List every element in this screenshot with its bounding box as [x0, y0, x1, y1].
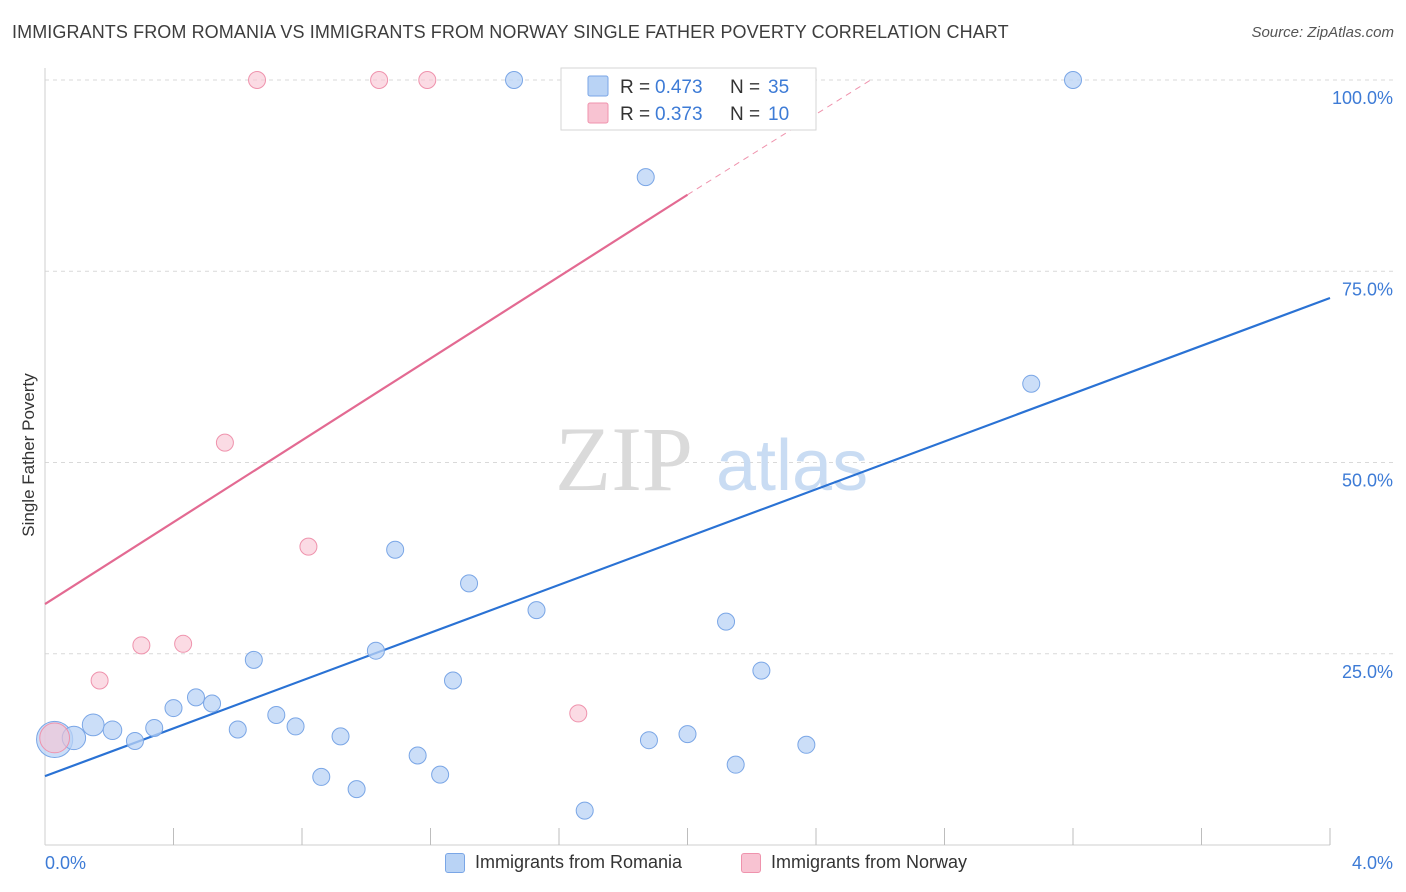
- watermark: ZIP atlas: [555, 408, 868, 510]
- point-romania: [678, 725, 697, 744]
- point-romania: [347, 780, 366, 799]
- y-tick-label: 100.0%: [1332, 88, 1393, 108]
- point-romania: [752, 661, 771, 680]
- y-tick-labels: 25.0% 50.0% 75.0% 100.0%: [1332, 88, 1393, 682]
- point-romania: [125, 731, 144, 750]
- legend-romania-n-value: 35: [768, 77, 789, 98]
- point-romania: [203, 694, 222, 713]
- trendline-romania: [44, 296, 1331, 778]
- point-norway: [569, 704, 588, 723]
- point-norway: [418, 71, 437, 89]
- legend-romania-r-value: 0.473: [655, 77, 703, 98]
- chart-title: IMMIGRANTS FROM ROMANIA VS IMMIGRANTS FR…: [12, 22, 1009, 42]
- bottom-legend-item-romania: Immigrants from Romania: [445, 852, 682, 873]
- legend-swatch-norway: [587, 102, 609, 124]
- x-tick-label: 4.0%: [1352, 853, 1393, 873]
- point-romania: [164, 699, 183, 718]
- legend-norway-r-label: R =: [620, 104, 650, 125]
- data-points: [36, 71, 1082, 820]
- point-romania: [460, 574, 479, 593]
- point-norway: [299, 537, 318, 556]
- x-tick-labels: 0.0% 4.0%: [45, 853, 1393, 873]
- point-norway: [370, 71, 389, 89]
- point-norway: [39, 722, 71, 754]
- legend-box: R = 0.473 N = 35 R = 0.373 N = 10: [560, 67, 817, 131]
- bottom-legend-label-romania: Immigrants from Romania: [475, 852, 683, 872]
- legend-norway-r-value: 0.373: [655, 104, 703, 125]
- point-romania: [636, 168, 655, 187]
- point-romania: [726, 755, 745, 774]
- trendline-norway-extension: [687, 79, 871, 196]
- point-romania: [286, 717, 305, 736]
- point-romania: [443, 671, 462, 690]
- y-tick-label: 50.0%: [1342, 471, 1393, 491]
- point-romania: [717, 612, 736, 631]
- point-romania: [102, 720, 123, 741]
- point-romania: [331, 727, 350, 746]
- point-romania: [408, 746, 427, 765]
- point-norway: [174, 634, 193, 653]
- x-tick-label: 0.0%: [45, 853, 86, 873]
- source-credit: Source: ZipAtlas.com: [1251, 24, 1394, 41]
- point-romania: [312, 767, 331, 786]
- watermark-atlas: atlas: [716, 426, 868, 506]
- legend-romania-r-label: R =: [620, 77, 650, 98]
- bottom-legend-label-norway: Immigrants from Norway: [771, 852, 968, 872]
- bottom-legend: Immigrants from Romania Immigrants from …: [0, 852, 1406, 878]
- point-romania: [81, 713, 105, 737]
- point-romania: [267, 705, 286, 724]
- bottom-legend-swatch-romania: [445, 852, 465, 873]
- bottom-legend-item-norway: Immigrants from Norway: [741, 852, 967, 873]
- point-romania: [186, 688, 205, 707]
- trend-lines: [44, 79, 1331, 778]
- point-romania: [639, 731, 658, 750]
- point-norway: [215, 433, 234, 452]
- y-tick-label: 25.0%: [1342, 662, 1393, 682]
- legend-swatch-romania: [587, 75, 609, 97]
- bottom-legend-swatch-norway: [741, 852, 761, 873]
- point-norway: [90, 671, 109, 690]
- y-tick-label: 75.0%: [1342, 279, 1393, 299]
- legend-norway-n-label: N =: [730, 104, 760, 125]
- point-romania: [228, 720, 247, 739]
- point-romania: [1022, 374, 1041, 393]
- point-norway: [248, 71, 267, 89]
- y-axis-label: Single Father Poverty: [19, 373, 38, 537]
- point-romania: [366, 641, 385, 660]
- point-romania: [505, 71, 524, 89]
- point-romania: [386, 540, 405, 559]
- trendline-norway: [44, 193, 689, 605]
- point-romania: [431, 765, 450, 784]
- point-romania: [244, 650, 263, 669]
- point-romania: [527, 601, 546, 620]
- axes: [44, 68, 1331, 846]
- watermark-zip: ZIP: [555, 408, 693, 510]
- point-romania: [797, 735, 816, 754]
- grid-lines: [45, 79, 1395, 655]
- point-norway: [132, 636, 151, 655]
- legend-norway-n-value: 10: [768, 104, 789, 125]
- point-romania: [1064, 71, 1082, 89]
- point-romania: [145, 718, 164, 737]
- legend-romania-n-label: N =: [730, 77, 760, 98]
- point-romania: [575, 801, 594, 820]
